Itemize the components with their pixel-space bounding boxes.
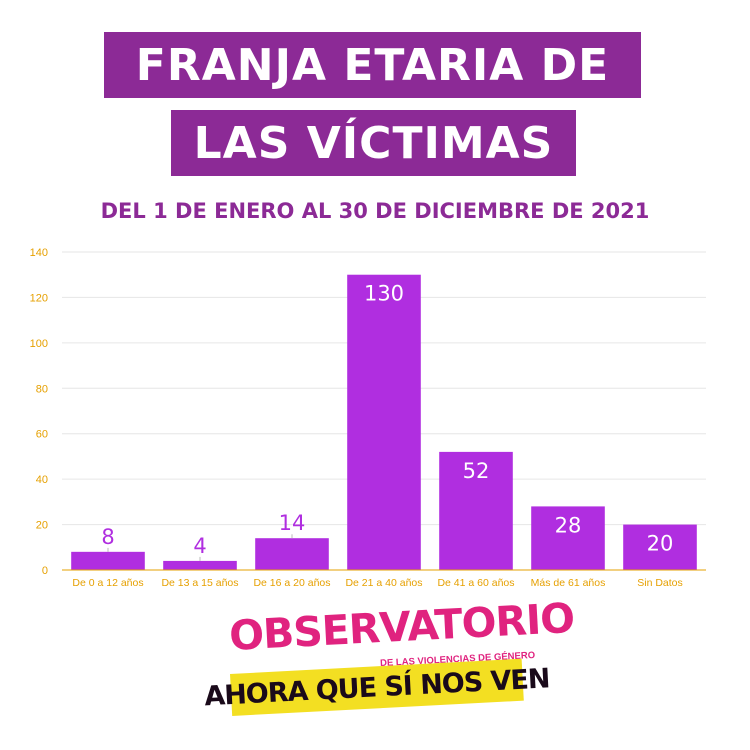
title-line-1: FRANJA ETARIA DE (104, 32, 641, 98)
chart-subtitle: DEL 1 DE ENERO AL 30 DE DICIEMBRE DE 202… (100, 199, 650, 223)
x-axis-labels: De 0 a 12 años De 13 a 15 años De 16 a 20 … (72, 577, 682, 589)
y-tick-label: 60 (36, 429, 48, 441)
data-label: 14 (279, 511, 306, 535)
data-label: 4 (193, 534, 206, 558)
data-label: 8 (101, 525, 114, 549)
data-label: 130 (364, 282, 404, 306)
x-tick-label: De 16 a 20 años (253, 577, 330, 589)
observatorio-logo: OBSERVATORIO DE LAS VIOLENCIAS DE GÉNERO… (204, 594, 575, 727)
bar (255, 538, 329, 570)
y-tick-label: 20 (36, 520, 48, 532)
logo-slogan: AHORA QUE SÍ NOS VEN (203, 662, 551, 712)
y-axis-ticks: 0 20 40 60 80 100 120 140 (30, 247, 48, 577)
data-label: 52 (463, 459, 490, 483)
title-line-2-text: LAS VÍCTIMAS (193, 117, 554, 169)
x-tick-label: De 0 a 12 años (72, 577, 143, 589)
bar (531, 506, 605, 570)
data-label: 20 (647, 532, 674, 556)
y-tick-label: 40 (36, 474, 48, 486)
bar (623, 524, 697, 570)
x-tick-label: De 13 a 15 años (161, 577, 238, 589)
title-line-2: LAS VÍCTIMAS (171, 110, 576, 176)
x-tick-label: Más de 61 años (531, 577, 606, 589)
data-label: 28 (555, 513, 582, 537)
bar (71, 551, 145, 570)
bars: 8 4 14 130 52 28 20 (71, 274, 697, 570)
y-tick-label: 100 (30, 338, 48, 350)
logo-slogan-band: AHORA QUE SÍ NOS VEN (204, 658, 550, 716)
y-tick-label: 120 (30, 292, 48, 304)
x-tick-label: De 21 a 40 años (345, 577, 422, 589)
x-tick-label: De 41 a 60 años (437, 577, 514, 589)
y-tick-label: 140 (30, 247, 48, 259)
bar (163, 560, 237, 570)
y-tick-label: 0 (42, 565, 48, 577)
title-line-1-text: FRANJA ETARIA DE (135, 39, 610, 91)
bar (439, 451, 513, 570)
x-tick-label: Sin Datos (637, 577, 683, 589)
bar (347, 274, 421, 570)
y-tick-label: 80 (36, 383, 48, 395)
